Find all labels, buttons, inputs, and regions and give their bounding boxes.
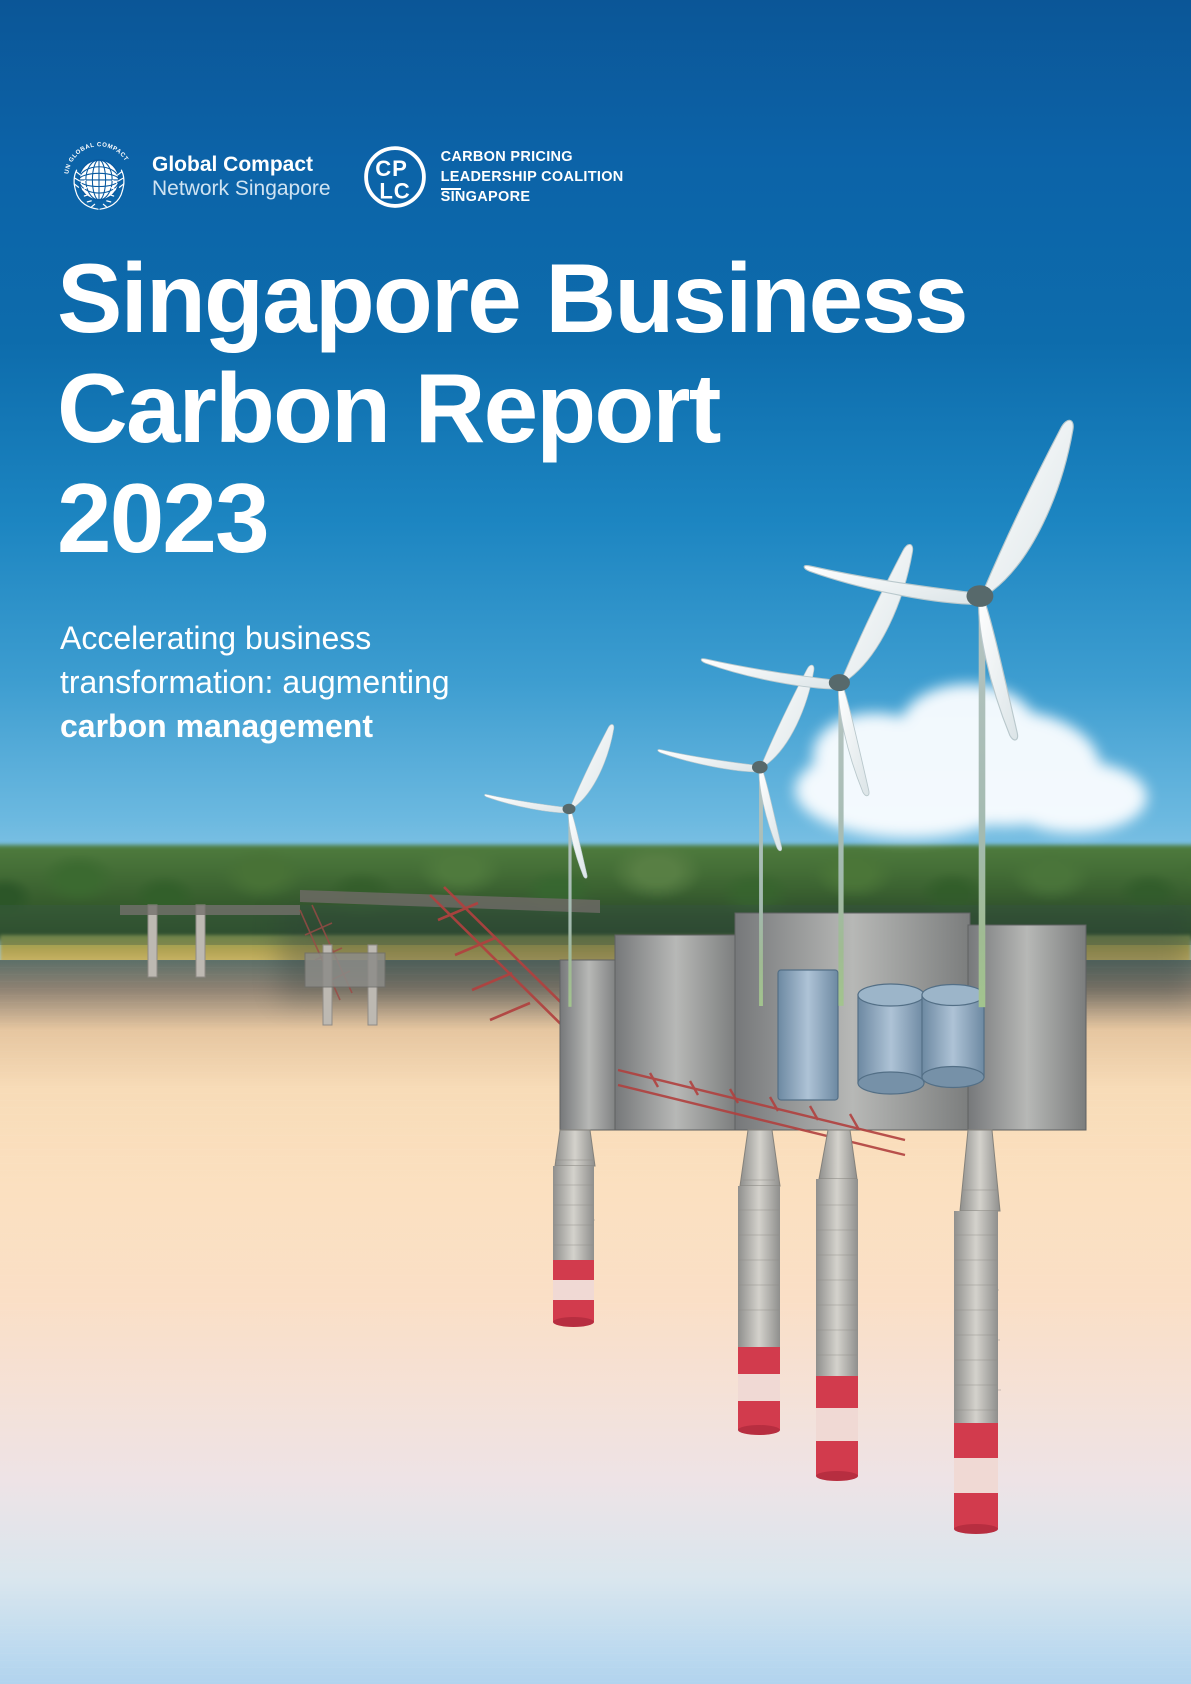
svg-text:CP LC: CP LC <box>375 156 414 203</box>
